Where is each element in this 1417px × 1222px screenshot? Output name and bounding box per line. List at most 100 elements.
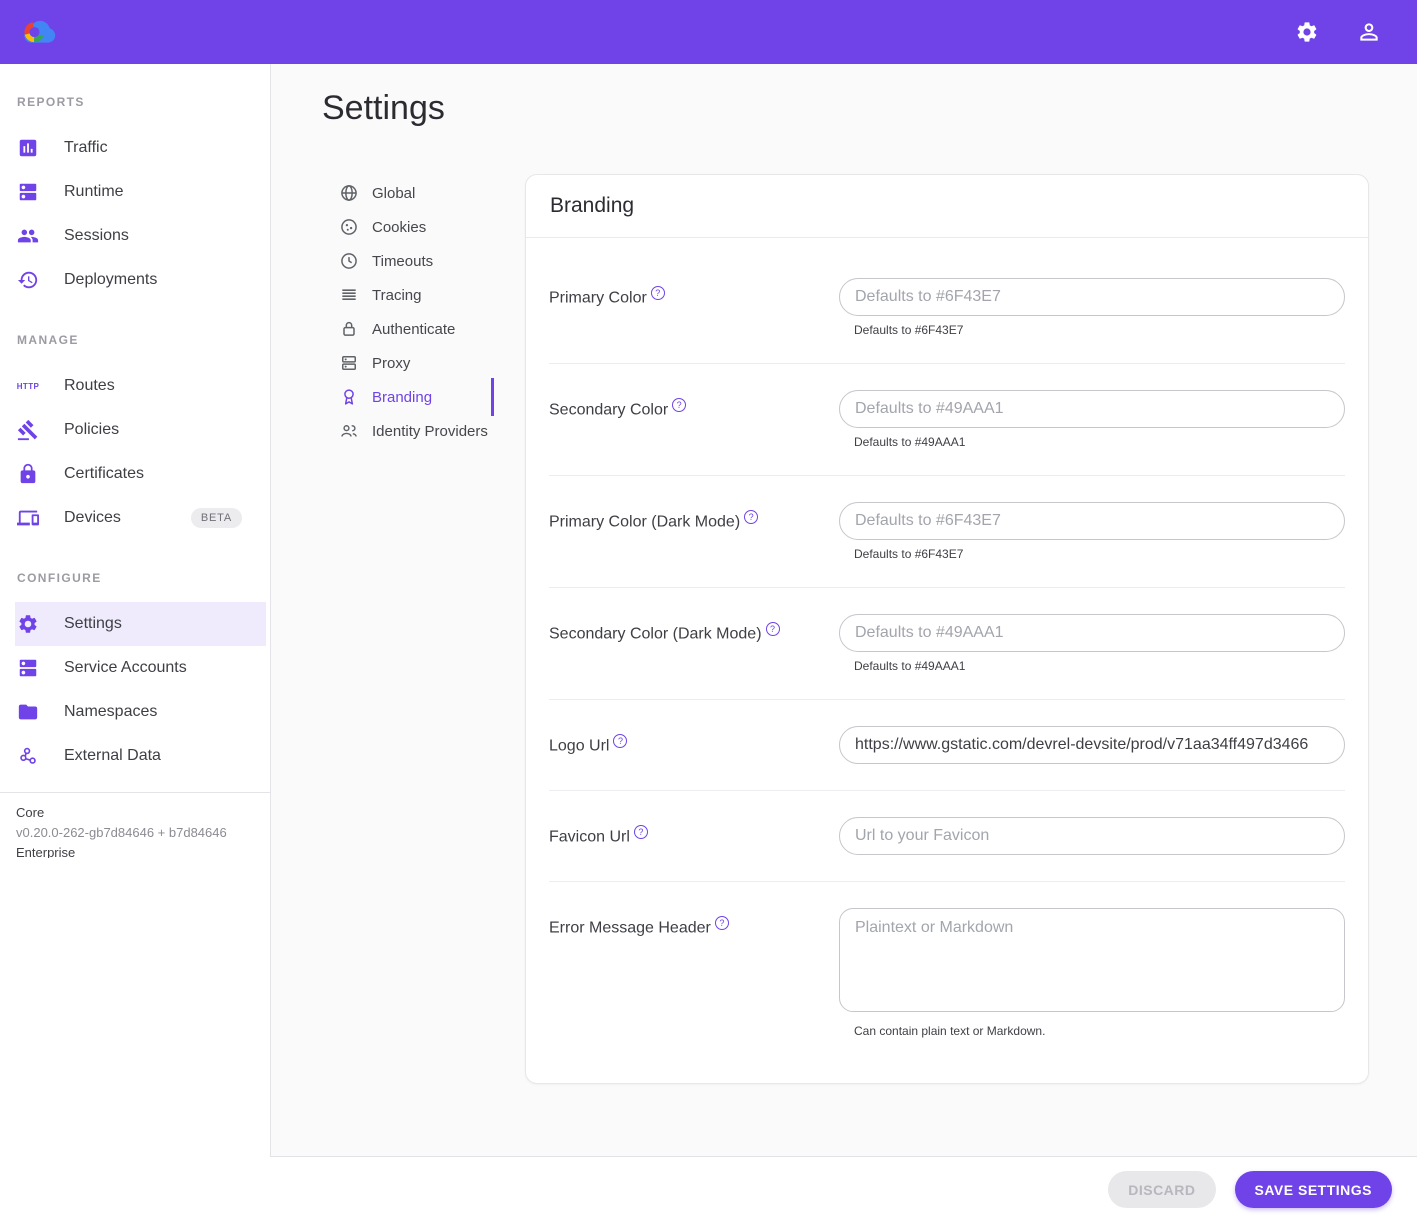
field-row-secondary-color: Secondary Color? Defaults to #49AAA1: [549, 364, 1345, 476]
subnav-item-cookies[interactable]: Cookies: [322, 210, 494, 244]
account-icon: [1356, 19, 1382, 45]
version-info: Core v0.20.0-262-gb7d84646 + b7d84646 En…: [0, 793, 270, 858]
sidebar-item-devices[interactable]: Devices BETA: [0, 496, 270, 540]
field-label: Error Message Header: [549, 919, 711, 937]
subnav-item-global[interactable]: Global: [322, 176, 494, 210]
subnav-item-timeouts[interactable]: Timeouts: [322, 244, 494, 278]
sidebar-item-sessions[interactable]: Sessions: [0, 214, 270, 258]
field-label: Favicon Url: [549, 828, 630, 846]
sidebar-item-label: External Data: [64, 747, 161, 764]
scatter-icon: [16, 744, 40, 768]
discard-button[interactable]: DISCARD: [1108, 1171, 1216, 1208]
subnav-label: Proxy: [372, 354, 411, 372]
field-row-primary-color: Primary Color? Defaults to #6F43E7: [549, 238, 1345, 364]
cookie-icon: [339, 217, 359, 237]
sidebar-item-label: Routes: [64, 377, 115, 394]
secondary-color-dark-input[interactable]: [839, 614, 1345, 652]
beta-badge: BETA: [190, 508, 242, 528]
sidebar-item-service-accounts[interactable]: Service Accounts: [0, 646, 270, 690]
subnav-item-proxy[interactable]: Proxy: [322, 346, 494, 380]
http-icon: HTTP: [16, 381, 40, 391]
sidebar-item-namespaces[interactable]: Namespaces: [0, 690, 270, 734]
sidebar-item-external-data[interactable]: External Data: [0, 734, 270, 778]
help-icon[interactable]: ?: [714, 916, 729, 930]
help-icon[interactable]: ?: [633, 825, 648, 839]
subnav-label: Timeouts: [372, 252, 434, 270]
appbar: [0, 0, 1417, 64]
help-icon[interactable]: ?: [765, 622, 780, 636]
appbar-settings-button[interactable]: [1287, 12, 1327, 52]
help-icon[interactable]: ?: [672, 398, 687, 412]
subnav-label: Branding: [372, 388, 433, 406]
sidebar: Reports Traffic Runtime: [0, 64, 270, 1222]
devices-icon: [16, 506, 40, 530]
sidebar-section-manage: Manage: [17, 333, 79, 347]
help-icon[interactable]: ?: [744, 510, 759, 524]
help-icon[interactable]: ?: [613, 734, 628, 748]
primary-color-dark-input[interactable]: [839, 502, 1345, 540]
sidebar-item-label: Devices: [64, 509, 121, 526]
subnav-item-branding[interactable]: Branding: [322, 378, 494, 416]
history-icon: [16, 268, 40, 292]
page-title: Settings: [322, 89, 445, 127]
gavel-icon: [16, 418, 40, 442]
card-title: Branding: [526, 175, 1368, 238]
field-label: Logo Url: [549, 737, 610, 755]
people-icon: [16, 224, 40, 248]
branding-card: Branding Primary Color? Defaults to #6F4…: [525, 174, 1369, 1084]
sidebar-item-label: Service Accounts: [64, 659, 187, 676]
secondary-color-input[interactable]: [839, 390, 1345, 428]
sidebar-item-label: Certificates: [64, 465, 145, 482]
sidebar-item-certificates[interactable]: Certificates: [0, 452, 270, 496]
field-row-secondary-color-dark: Secondary Color (Dark Mode)? Defaults to…: [549, 588, 1345, 700]
dns-icon: [16, 180, 40, 204]
bar-chart-icon: [16, 136, 40, 160]
favicon-url-input[interactable]: [839, 817, 1345, 855]
sidebar-item-routes[interactable]: HTTP Routes: [0, 364, 270, 408]
sidebar-item-label: Traffic: [64, 139, 108, 156]
field-helper: Defaults to #6F43E7: [854, 323, 964, 337]
folder-icon: [16, 700, 40, 724]
people-outline-icon: [339, 421, 359, 441]
sidebar-item-settings[interactable]: Settings: [15, 602, 266, 646]
sidebar-item-deployments[interactable]: Deployments: [0, 258, 270, 302]
sidebar-item-policies[interactable]: Policies: [0, 408, 270, 452]
sidebar-item-label: Runtime: [64, 183, 124, 200]
sidebar-item-label: Settings: [64, 615, 122, 632]
sidebar-section-configure: Configure: [17, 571, 102, 585]
globe-icon: [339, 183, 359, 203]
version-edition: Enterprise: [16, 845, 76, 858]
error-message-header-input[interactable]: [839, 908, 1345, 1012]
logo-url-input[interactable]: [839, 726, 1345, 764]
field-label: Secondary Color (Dark Mode): [549, 625, 762, 643]
clock-icon: [339, 251, 359, 271]
subnav-item-identity-providers[interactable]: Identity Providers: [322, 414, 494, 448]
field-row-primary-color-dark: Primary Color (Dark Mode)? Defaults to #…: [549, 476, 1345, 588]
subnav-item-authenticate[interactable]: Authenticate: [322, 312, 494, 346]
server-icon: [339, 353, 359, 373]
field-row-favicon-url: Favicon Url?: [549, 791, 1345, 882]
sidebar-item-label: Sessions: [64, 227, 129, 244]
version-product: Core: [16, 805, 45, 820]
subnav-item-tracing[interactable]: Tracing: [322, 278, 494, 312]
sidebar-item-label: Deployments: [64, 271, 158, 288]
primary-color-input[interactable]: [839, 278, 1345, 316]
subnav-label: Authenticate: [372, 320, 456, 338]
field-helper: Defaults to #49AAA1: [854, 435, 966, 449]
sidebar-item-label: Namespaces: [64, 703, 158, 720]
sidebar-item-runtime[interactable]: Runtime: [0, 170, 270, 214]
action-bar: DISCARD SAVE SETTINGS: [270, 1156, 1417, 1222]
field-helper: Defaults to #6F43E7: [854, 547, 964, 561]
sidebar-divider: [0, 792, 270, 793]
gear-icon: [16, 612, 40, 636]
settings-subnav: Global Cookies Timeouts: [322, 174, 494, 448]
google-cloud-logo[interactable]: [22, 18, 57, 46]
appbar-account-button[interactable]: [1349, 12, 1389, 52]
lock-icon: [16, 462, 40, 486]
sidebar-item-traffic[interactable]: Traffic: [0, 126, 270, 170]
help-icon[interactable]: ?: [650, 286, 665, 300]
sidebar-section-reports: Reports: [17, 95, 85, 109]
save-settings-button[interactable]: SAVE SETTINGS: [1234, 1171, 1392, 1208]
field-label: Primary Color: [549, 289, 647, 307]
award-icon: [339, 387, 359, 407]
